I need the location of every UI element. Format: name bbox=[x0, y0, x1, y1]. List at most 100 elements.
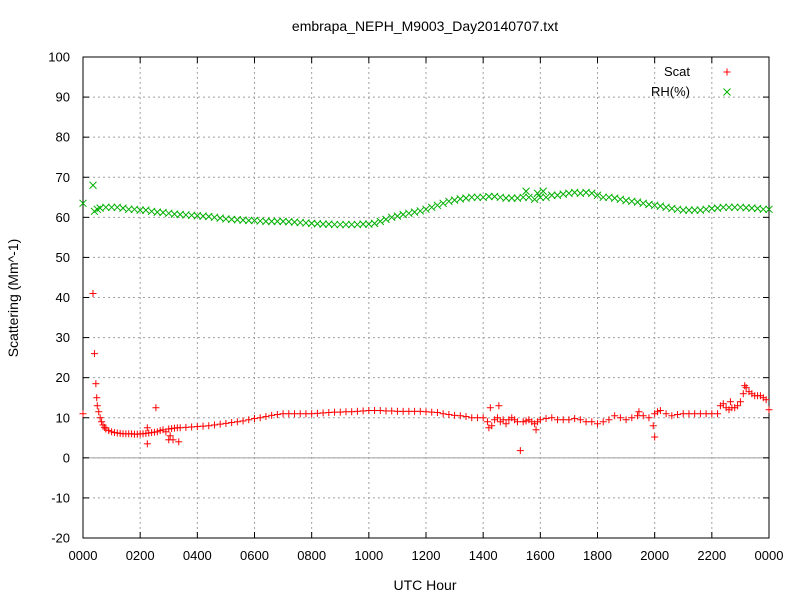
data-point-rh bbox=[725, 203, 733, 212]
data-point-scat bbox=[456, 412, 464, 420]
marker-stroke bbox=[502, 194, 510, 202]
data-point-rh bbox=[107, 203, 116, 212]
data-point-scat bbox=[483, 418, 491, 426]
marker-stroke bbox=[685, 206, 693, 214]
marker-stroke bbox=[525, 193, 533, 202]
data-point-scat bbox=[628, 414, 636, 422]
marker-stroke bbox=[393, 212, 402, 220]
x-tick-label: 2000 bbox=[640, 548, 669, 563]
marker-stroke bbox=[399, 210, 407, 219]
marker-stroke bbox=[445, 197, 453, 206]
chart-title: embrapa_NEPH_M9003_Day20140707.txt bbox=[292, 18, 558, 34]
data-point-rh bbox=[522, 187, 530, 196]
marker-stroke bbox=[536, 193, 545, 202]
data-point-rh bbox=[422, 205, 430, 214]
data-point-rh bbox=[102, 203, 110, 212]
marker-stroke bbox=[244, 216, 253, 225]
data-point-rh bbox=[427, 203, 436, 212]
y-tick-label: 70 bbox=[56, 170, 70, 185]
data-point-scat bbox=[268, 411, 276, 419]
y-tick-label: 20 bbox=[56, 370, 70, 385]
y-tick-label: 90 bbox=[56, 90, 70, 105]
x-axis-label: UTC Hour bbox=[393, 577, 456, 593]
data-point-rh bbox=[376, 217, 385, 226]
data-point-scat bbox=[719, 400, 727, 408]
data-point-rh bbox=[759, 205, 768, 214]
marker-stroke bbox=[347, 220, 356, 229]
data-point-rh bbox=[679, 206, 688, 214]
marker-stroke bbox=[450, 196, 459, 204]
y-tick-label: 10 bbox=[56, 410, 70, 425]
axes bbox=[82, 56, 770, 539]
data-point-scat bbox=[594, 420, 601, 428]
data-point-scat bbox=[233, 418, 241, 426]
data-point-scat bbox=[605, 416, 613, 424]
x-tick-label: 0000 bbox=[755, 548, 784, 563]
data-point-scat bbox=[105, 427, 113, 435]
data-point-rh bbox=[393, 212, 402, 220]
data-point-rh bbox=[89, 181, 97, 190]
marker-stroke bbox=[410, 208, 419, 216]
data-point-rh bbox=[530, 195, 539, 204]
y-tick-label: 60 bbox=[56, 210, 70, 225]
marker-stroke bbox=[690, 206, 699, 214]
marker-stroke bbox=[599, 193, 608, 202]
marker-stroke bbox=[553, 191, 562, 200]
data-point-rh bbox=[273, 217, 282, 226]
legend-label-rh: RH(%) bbox=[651, 84, 690, 99]
data-point-scat bbox=[210, 421, 218, 429]
y-tick-label: -10 bbox=[51, 490, 70, 505]
marker-stroke bbox=[89, 181, 97, 190]
marker-stroke bbox=[330, 220, 339, 229]
data-point-rh bbox=[525, 193, 533, 202]
x-tick-label: 0600 bbox=[240, 548, 269, 563]
marker-stroke bbox=[364, 220, 373, 229]
data-point-scat bbox=[649, 422, 657, 430]
data-point-scat bbox=[734, 402, 742, 410]
data-point-rh bbox=[244, 216, 253, 225]
data-point-rh bbox=[690, 206, 699, 214]
marker-stroke bbox=[559, 190, 568, 198]
marker-stroke bbox=[507, 194, 516, 202]
data-point-scat bbox=[588, 418, 596, 426]
data-point-rh bbox=[587, 189, 596, 198]
data-point-scat bbox=[488, 422, 496, 430]
marker-stroke bbox=[530, 195, 539, 204]
data-point-scat bbox=[256, 414, 264, 422]
data-point-rh bbox=[519, 193, 528, 202]
data-point-scat bbox=[433, 409, 441, 417]
data-point-scat bbox=[143, 440, 151, 448]
marker-stroke bbox=[707, 204, 716, 213]
marker-stroke bbox=[387, 213, 396, 222]
data-point-scat bbox=[486, 404, 494, 412]
data-point-scat bbox=[654, 408, 662, 416]
x-tick-label: 1200 bbox=[412, 548, 441, 563]
data-point-rh bbox=[382, 215, 390, 224]
data-point-scat bbox=[98, 418, 106, 426]
data-point-scat bbox=[222, 419, 230, 427]
data-point-scat bbox=[89, 289, 97, 297]
data-point-scat bbox=[532, 426, 540, 434]
data-point-rh bbox=[719, 203, 728, 212]
marker-stroke bbox=[473, 193, 482, 202]
data-point-scat bbox=[479, 414, 487, 422]
data-point-rh bbox=[539, 187, 548, 196]
marker-stroke bbox=[513, 194, 522, 202]
data-point-scat bbox=[175, 438, 183, 446]
marker-stroke bbox=[539, 187, 548, 196]
data-point-scat bbox=[92, 380, 100, 388]
marker-stroke bbox=[696, 206, 705, 214]
x-tick-label: 1800 bbox=[583, 548, 612, 563]
data-point-scat bbox=[635, 408, 643, 416]
data-point-rh bbox=[542, 193, 550, 202]
data-point-scat bbox=[205, 422, 213, 430]
data-point-scat bbox=[273, 411, 281, 419]
data-point-scat bbox=[445, 411, 453, 419]
data-point-scat bbox=[616, 414, 624, 422]
data-point-scat bbox=[762, 396, 770, 404]
marker-stroke bbox=[456, 195, 465, 203]
data-point-rh bbox=[485, 192, 493, 201]
marker-stroke bbox=[713, 204, 722, 212]
data-point-rh bbox=[467, 193, 476, 202]
